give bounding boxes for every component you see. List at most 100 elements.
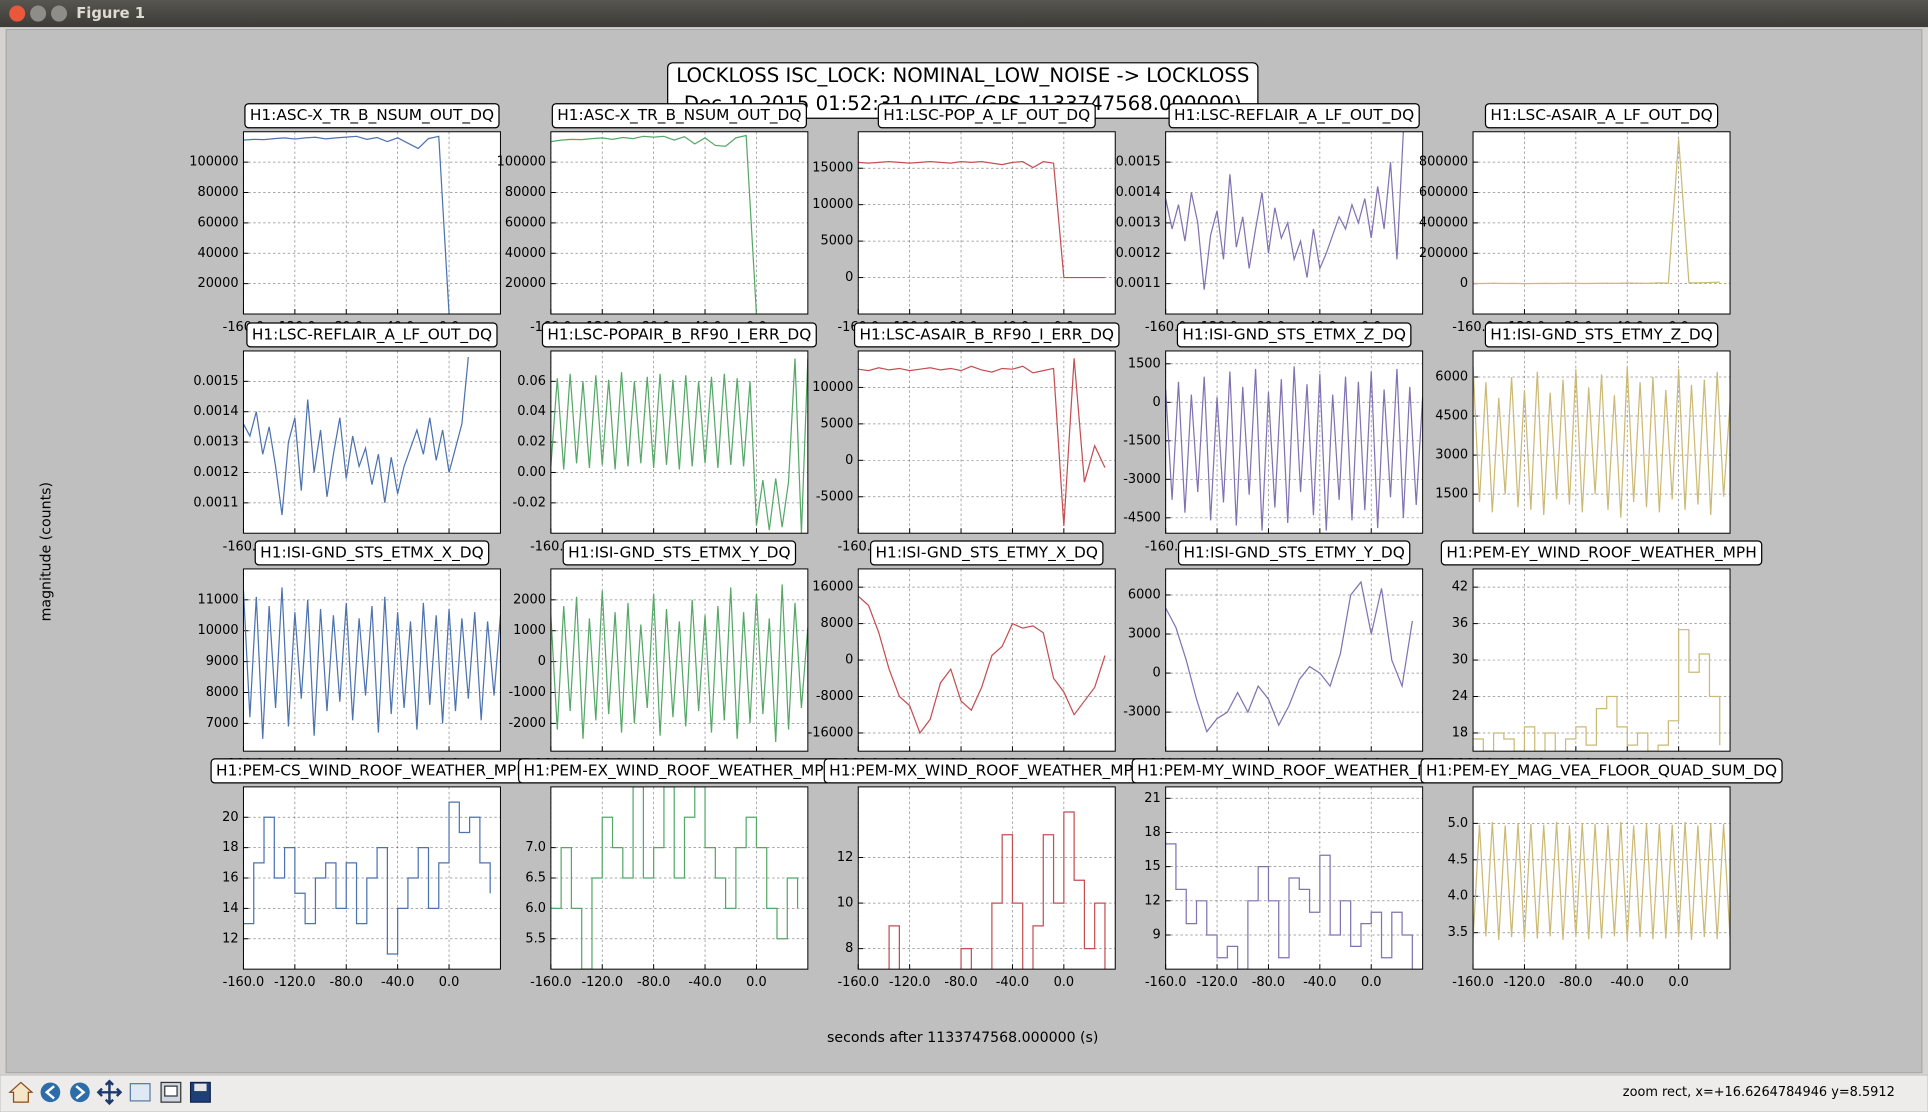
plot-border [857,131,1116,315]
y-tick-label: 80000 [198,185,239,200]
subplot-title-box [853,322,1120,348]
subplot-title-box [541,322,817,348]
subplot-title-box [254,540,490,566]
x-tick-label: -120.0 [889,975,931,990]
subplot-title-box [1176,322,1412,348]
series-line [1165,843,1413,970]
y-tick-label: 3000 [1435,448,1468,463]
y-tick-label: -0.02 [513,495,546,510]
y-tick-label: 10000 [812,380,853,395]
y-tick-label: 400000 [1419,215,1468,230]
y-tick-label: 0.0013 [1116,215,1161,230]
y-tick-label: 15 [1144,859,1160,874]
y-tick-label: 0.0012 [1116,246,1161,261]
plot-area [550,350,808,534]
subplot-title: H1:PEM-MY_WIND_ROOF_WEATHER_MPH [1137,761,1451,780]
series-line [1473,629,1721,752]
y-tick-label: 1500 [1128,356,1161,371]
subplot-title-box [1177,540,1411,566]
subplot-title: H1:LSC-POPAIR_B_RF90_I_ERR_DQ [547,325,811,344]
x-tick-label: -40.0 [996,975,1029,990]
subplot: -160.0 -120.0 -80.0 -40.0 0.0 8 10 12 H1:PEM-MX_… [823,758,1150,990]
y-tick-label: 16 [222,871,238,886]
y-tick-label: 0 [1460,276,1468,291]
plot-border [857,786,1116,970]
y-tick-label: 0.0015 [1116,155,1161,170]
y-tick-label: 12 [222,931,238,946]
status-text: zoom rect, x=+16.6264784946 y=8.5912 [1623,1085,1895,1100]
y-tick-label: 0 [538,654,546,669]
subplot-title: H1:ISI-GND_STS_ETMY_X_DQ [876,543,1098,562]
y-tick-label: 4500 [1435,409,1468,424]
x-tick-label: -80.0 [944,975,977,990]
x-tick-label: 0.0 [439,975,460,990]
y-tick-label: 0 [1153,395,1161,410]
x-tick-label: -80.0 [1252,975,1285,990]
subplots-icon [164,1085,178,1097]
y-tick-label: 20000 [505,276,546,291]
x-tick-label: -160.0 [1145,539,1187,554]
y-tick-label: 60000 [198,215,239,230]
plot-border [242,350,501,534]
subplot-title: H1:PEM-EY_WIND_ROOF_WEATHER_MPH [1446,543,1756,562]
y-tick-label: 12 [1144,893,1160,908]
subplot-title-box [1168,103,1420,129]
x-tick-label: -160.0 [1145,320,1187,335]
x-axis-label: seconds after 1133747568.000000 (s) [827,1030,1098,1046]
pan-button[interactable] [96,1079,123,1106]
subplot-title-box [246,322,498,348]
plot-area [1473,786,1731,970]
series-line [243,801,491,955]
x-tick-label: -160.0 [223,975,265,990]
x-tick-label: -40.0 [1611,975,1644,990]
y-tick-label: -1000 [508,685,545,700]
subplot-title: H1:ISI-GND_STS_ETMY_Z_DQ [1490,325,1712,344]
y-tick-label: 6.5 [525,871,546,886]
series-line [550,358,808,534]
close-button[interactable] [9,5,26,22]
figure-title: LOCKLOSS ISC_LOCK: NOMINAL_LOW_NOISE -> … [676,64,1249,87]
y-tick-label: 36 [1452,616,1468,631]
subplot-title: H1:LSC-REFLAIR_A_LF_OUT_DQ [1174,106,1414,125]
forward-button[interactable] [70,1082,90,1103]
title-bar [0,0,1928,28]
y-tick-label: 1000 [513,623,546,638]
subplot: -160.0 -120.0 -80.0 -40.0 0.0 3.5 4.0 4.5 5.0 H1:… [1420,758,1783,990]
y-tick-label: 0.0015 [193,374,238,389]
series-line [1165,580,1413,733]
subplot-title-box [869,540,1104,566]
y-tick-label: 8000 [206,685,239,700]
save-icon [194,1083,207,1092]
y-tick-label: 12 [837,850,853,865]
y-tick-label: 0.0014 [193,404,238,419]
subplot-title: H1:ISI-GND_STS_ETMX_Z_DQ [1182,325,1406,344]
subplot-title: H1:LSC-ASAIR_B_RF90_I_ERR_DQ [859,325,1114,344]
subplot-title: H1:LSC-REFLAIR_A_LF_OUT_DQ [252,325,492,344]
zoom-button[interactable] [129,1083,151,1102]
home-button[interactable] [8,1081,34,1103]
subplot-title: H1:ASC-X_TR_B_NSUM_OUT_DQ [557,106,801,125]
maximize-button[interactable] [51,5,68,22]
plot-border [1472,786,1731,970]
subplot: -160.0-120.0-80.0-40.00.0-2000-100001000… [508,540,809,772]
series-line [858,161,1105,279]
back-button[interactable] [40,1082,61,1103]
y-tick-label: -5000 [816,489,853,504]
y-tick-label: 16000 [812,580,853,595]
x-tick-label: -40.0 [688,975,721,990]
y-tick-label: 42 [1452,580,1468,595]
subplot: -160.0-120.0-80.0-40.00.01824303642H1:PE… [1440,540,1763,772]
minimize-button[interactable] [30,5,47,22]
plot-border [1165,131,1424,315]
subplot: -160.0-120.0-80.0-40.00.0050001000015000… [812,103,1116,335]
y-tick-label: 0.02 [517,435,546,450]
x-tick-label: -160.0 [837,975,879,990]
subplot: -160.0-120.0-80.0-40.00.00.00110.00120.0… [193,322,501,554]
series-line [243,356,469,516]
x-tick-label: -40.0 [1303,975,1336,990]
subplot-title: H1:PEM-EY_MAG_VEA_FLOOR_QUAD_SUM_DQ [1426,761,1777,780]
x-tick-label: -160.0 [530,975,572,990]
y-tick-label: 80000 [505,185,546,200]
